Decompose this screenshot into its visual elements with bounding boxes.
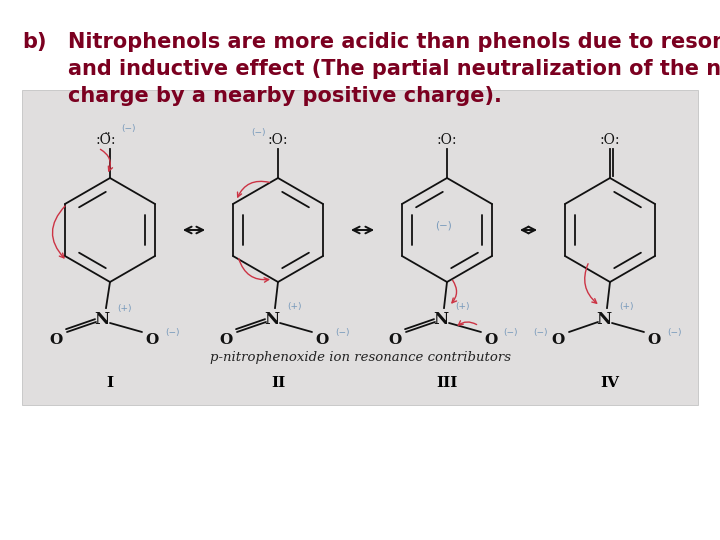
Text: IV: IV [600, 376, 619, 390]
Text: O: O [485, 333, 498, 347]
Text: (−): (−) [251, 127, 265, 137]
Text: :O:: :O: [437, 133, 457, 147]
Text: (−): (−) [435, 221, 451, 231]
Text: (−): (−) [667, 327, 681, 336]
Text: :Ö:: :Ö: [96, 133, 116, 147]
Text: (+): (+) [456, 301, 470, 310]
Text: O: O [50, 333, 63, 347]
Text: III: III [436, 376, 458, 390]
Text: b): b) [22, 32, 47, 52]
Text: N: N [433, 312, 449, 328]
Text: N: N [264, 312, 279, 328]
Text: O: O [315, 333, 328, 347]
Text: O: O [388, 333, 402, 347]
Text: (+): (+) [287, 301, 301, 310]
Text: (+): (+) [117, 303, 131, 313]
Text: O: O [552, 333, 564, 347]
Text: (−): (−) [335, 327, 349, 336]
Text: (−): (−) [533, 327, 547, 336]
Text: II: II [271, 376, 285, 390]
Text: Nitrophenols are more acidic than phenols due to resonance
and inductive effect : Nitrophenols are more acidic than phenol… [68, 32, 720, 106]
Text: N: N [94, 312, 109, 328]
Text: N: N [596, 312, 611, 328]
Text: (−): (−) [504, 327, 518, 336]
Text: O: O [220, 333, 233, 347]
Text: I: I [107, 376, 114, 390]
Text: :O:: :O: [600, 133, 620, 147]
Text: O: O [647, 333, 661, 347]
Text: (−): (−) [121, 124, 135, 132]
Text: O: O [145, 333, 158, 347]
Bar [22, 90, 698, 405]
Text: p-nitrophenoxide ion resonance contributors: p-nitrophenoxide ion resonance contribut… [210, 350, 510, 363]
Text: (+): (+) [618, 301, 634, 310]
Text: (−): (−) [165, 327, 179, 336]
Text: :O:: :O: [268, 133, 288, 147]
